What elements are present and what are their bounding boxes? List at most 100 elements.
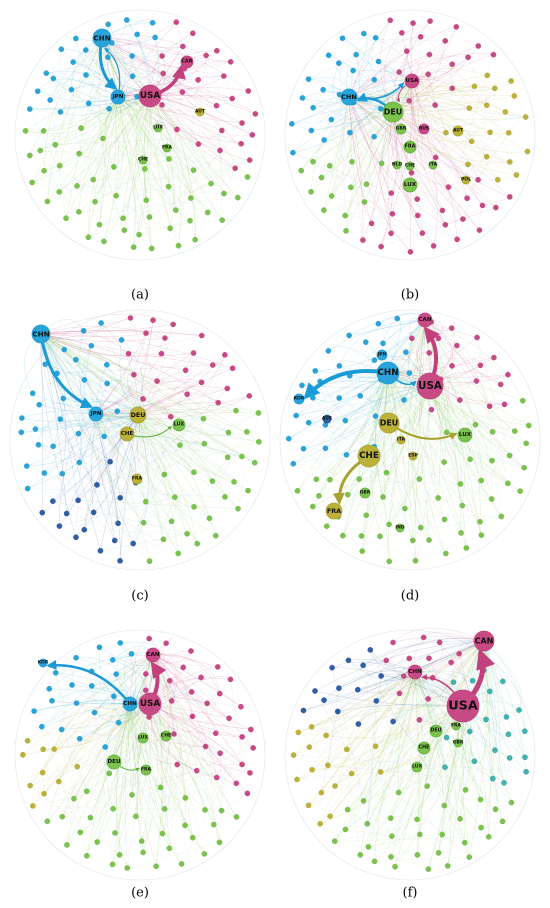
edge <box>342 37 394 113</box>
edge <box>152 653 220 694</box>
edge <box>160 764 243 788</box>
edge <box>429 54 475 87</box>
node-label: CHN <box>377 368 398 378</box>
country-node <box>168 518 175 525</box>
edge <box>117 75 224 98</box>
edge <box>117 96 199 145</box>
country-node <box>140 849 146 856</box>
country-node <box>377 533 383 540</box>
panel-label: (b) <box>401 288 419 303</box>
country-node <box>106 770 113 777</box>
country-node <box>310 104 316 111</box>
country-node <box>179 89 186 95</box>
edge <box>331 96 350 197</box>
country-node <box>160 730 172 742</box>
country-node <box>238 140 244 147</box>
edge <box>322 89 434 247</box>
edge <box>129 703 135 795</box>
country-node <box>463 545 470 551</box>
country-node <box>367 647 374 653</box>
edge <box>145 673 243 738</box>
edge <box>334 721 394 787</box>
edge <box>43 37 103 171</box>
country-node <box>92 28 112 48</box>
country-node <box>74 763 81 770</box>
country-node <box>167 413 174 420</box>
edge <box>76 158 170 187</box>
edge <box>91 685 193 838</box>
country-node <box>214 664 221 670</box>
edge <box>392 111 509 136</box>
country-node <box>201 440 208 447</box>
edge <box>206 703 215 825</box>
edge <box>61 729 206 747</box>
country-node <box>131 473 143 485</box>
edge <box>80 703 131 833</box>
edge <box>368 671 416 847</box>
country-node <box>235 505 241 512</box>
edge <box>411 80 487 157</box>
country-node <box>68 86 75 93</box>
country-node <box>406 97 412 104</box>
edge <box>66 513 179 554</box>
edge <box>62 654 154 817</box>
country-node <box>216 839 223 846</box>
edge <box>314 690 464 707</box>
edge <box>237 412 259 509</box>
node-label: LUX <box>459 432 472 438</box>
edge <box>44 472 179 554</box>
edge <box>348 53 494 98</box>
edge <box>66 703 151 845</box>
country-node <box>250 745 256 751</box>
edge <box>116 703 131 855</box>
country-node <box>331 838 338 845</box>
country-node <box>396 690 403 697</box>
edge <box>128 34 151 97</box>
edge <box>194 143 242 240</box>
edge <box>414 671 419 855</box>
country-node <box>57 416 64 422</box>
edge <box>186 352 194 395</box>
edge <box>149 497 176 562</box>
country-node <box>244 790 251 797</box>
edge <box>346 671 416 750</box>
edge <box>327 765 418 820</box>
edge <box>189 98 233 221</box>
edge <box>321 746 376 793</box>
edge <box>116 703 131 868</box>
country-node <box>143 498 149 505</box>
edge <box>40 333 247 433</box>
country-node <box>229 365 236 372</box>
edge <box>132 414 149 544</box>
country-node <box>136 231 142 238</box>
country-node <box>59 470 66 477</box>
country-node <box>103 361 110 368</box>
edge <box>398 637 424 793</box>
edge <box>321 711 338 793</box>
edge <box>129 677 231 705</box>
edge <box>32 96 119 183</box>
country-node <box>513 172 520 178</box>
edge <box>428 705 464 870</box>
country-node <box>116 852 123 858</box>
edge <box>386 660 404 677</box>
edge <box>117 96 177 211</box>
country-node <box>127 315 134 321</box>
country-node <box>409 537 416 544</box>
edge <box>29 37 103 156</box>
edge <box>386 637 485 661</box>
edge <box>352 20 391 71</box>
edge <box>142 398 255 463</box>
edge <box>328 319 426 352</box>
edge <box>435 104 517 176</box>
edge <box>40 333 194 357</box>
country-node <box>498 513 505 520</box>
country-node <box>165 183 172 190</box>
edge <box>40 333 144 523</box>
edge <box>162 703 208 834</box>
edge <box>136 414 175 498</box>
country-node <box>18 429 25 436</box>
